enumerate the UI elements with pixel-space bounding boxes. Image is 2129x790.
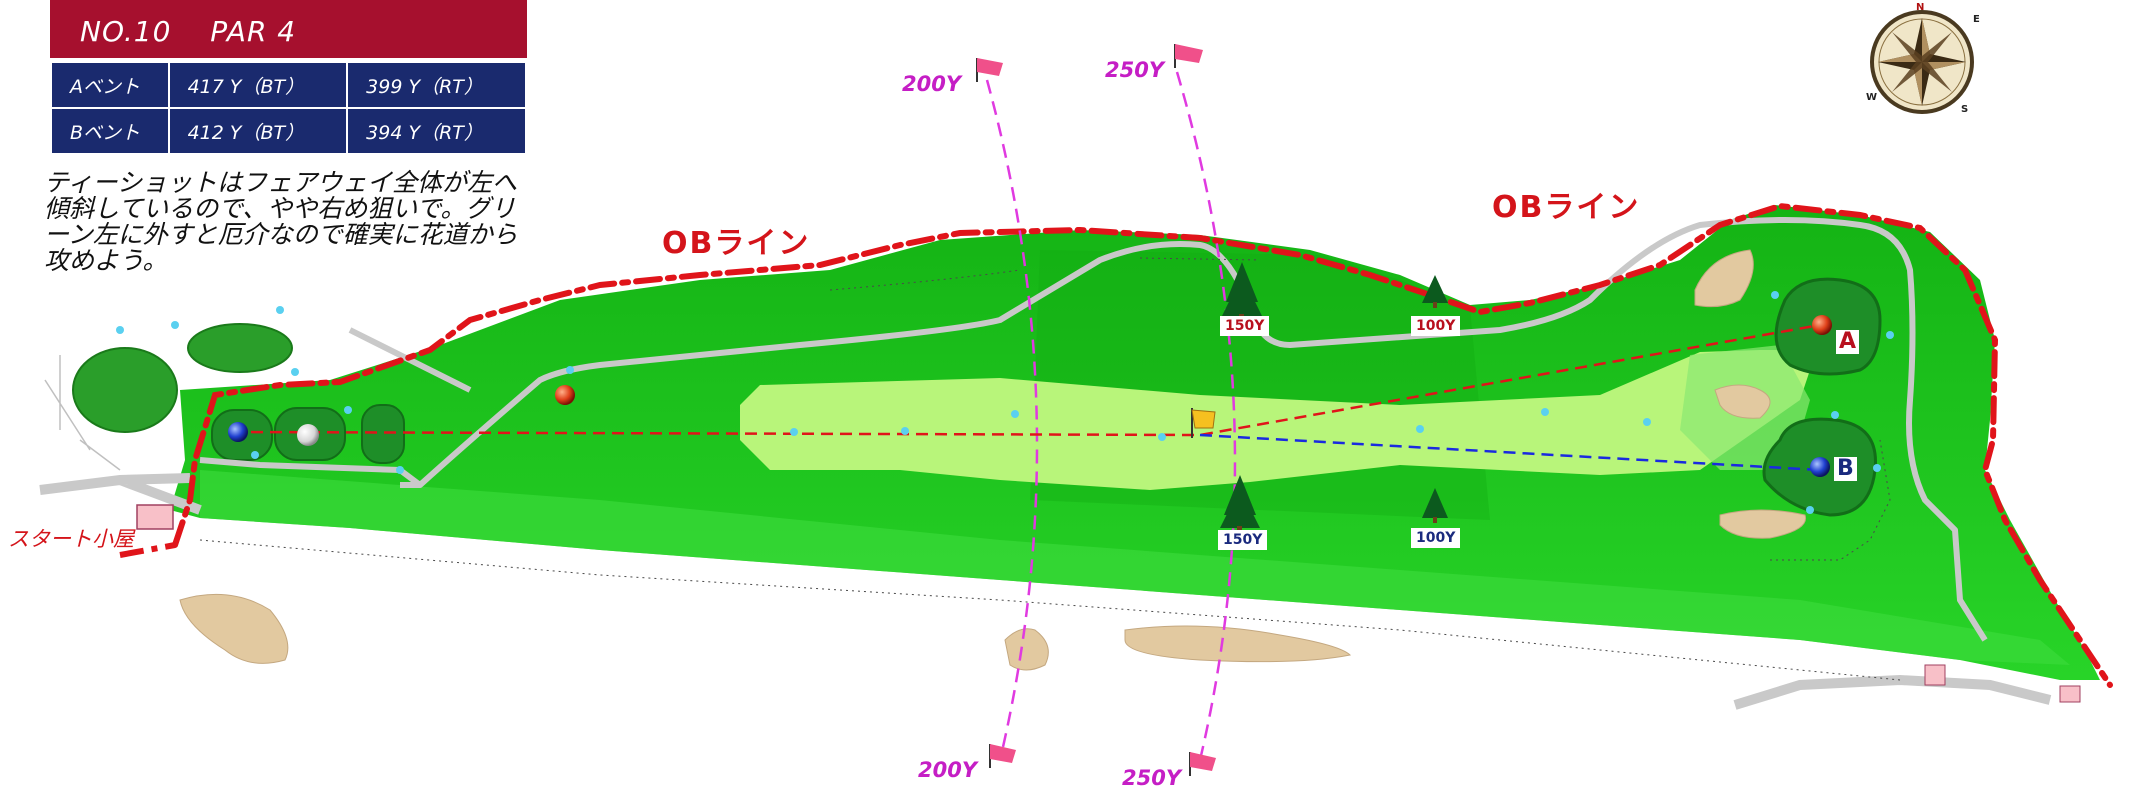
target-flag-icon (1191, 408, 1216, 438)
compass-icon (1870, 10, 1974, 114)
cart-path (199, 217, 1988, 642)
yardage-table: Aベント 417 Y（BT） 399 Y（RT） Bベント 412 Y（BT） … (50, 61, 527, 155)
yard-label-250-bottom: 250Y (1122, 766, 1182, 790)
tree-label-150-bottom: 150Y (1218, 530, 1268, 550)
flag-icon (976, 58, 1003, 82)
sprinkler-dots (116, 291, 1894, 514)
ob-label-right: OBライン (1492, 190, 1641, 225)
ob-label-left: OBライン (662, 226, 811, 261)
tee-name: Bベント (52, 109, 168, 153)
hole-title: NO.10 PAR 4 (80, 10, 296, 50)
table-row: Aベント 417 Y（BT） 399 Y（RT） (52, 63, 525, 107)
tree-label-100-top: 100Y (1411, 316, 1461, 336)
tee-bt: 412 Y（BT） (169, 109, 347, 153)
tee-bt: 417 Y（BT） (169, 63, 347, 107)
bunker (1694, 249, 1754, 308)
compass-n: N (1916, 2, 1925, 13)
bunker (1004, 628, 1049, 671)
tee-box-front (361, 404, 405, 464)
hole-header: NO.10 PAR 4 (50, 0, 527, 58)
tee-rt: 399 Y（RT） (348, 63, 525, 107)
tee-marker-white (297, 424, 319, 446)
table-row: Bベント 412 Y（BT） 394 Y（RT） (52, 109, 525, 153)
yard-label-200-top: 200Y (902, 72, 962, 96)
flag-icon (989, 744, 1016, 768)
bunker (179, 593, 289, 664)
tree-label-150-top: 150Y (1220, 316, 1270, 336)
tee-rt: 394 Y（RT） (348, 109, 525, 153)
compass-e: E (1973, 14, 1980, 25)
tee-marker-red (555, 385, 575, 405)
pin-a-label: A (1836, 330, 1860, 354)
tree-label-100-bottom: 100Y (1411, 528, 1461, 548)
tee-name: Aベント (52, 63, 168, 107)
tree-icon (1422, 488, 1448, 523)
strategy-note: ティーショットはフェアウェイ全体が左へ傾斜しているので、やや右め狙いで。グリーン… (44, 168, 518, 275)
yard-label-250-top: 250Y (1105, 58, 1165, 82)
flag-icon (1174, 44, 1203, 68)
ob-line (172, 202, 2113, 688)
pin-a-ball (1812, 315, 1832, 335)
start-hut (136, 504, 174, 530)
tree-icon (1422, 275, 1448, 308)
pin-b-label: B (1834, 457, 1857, 481)
bunker (1714, 384, 1771, 419)
hole-number: NO.10 (80, 15, 172, 48)
bunker (1719, 509, 1807, 539)
hole-par: PAR 4 (210, 15, 297, 48)
compass-w: W (1866, 92, 1878, 103)
yard-line-200 (985, 79, 1039, 761)
pin-b-ball (1810, 457, 1830, 477)
yard-label-200-bottom: 200Y (918, 758, 978, 782)
tee-marker-blue (228, 422, 248, 442)
bunker (1124, 625, 1352, 663)
start-hut-label: スタート小屋 (8, 527, 134, 551)
yard-line-250 (1175, 71, 1237, 761)
aim-line-a (231, 323, 1821, 437)
aim-line-b (1199, 433, 1821, 472)
compass-s: S (1961, 104, 1969, 115)
flag-icon (1189, 752, 1216, 776)
